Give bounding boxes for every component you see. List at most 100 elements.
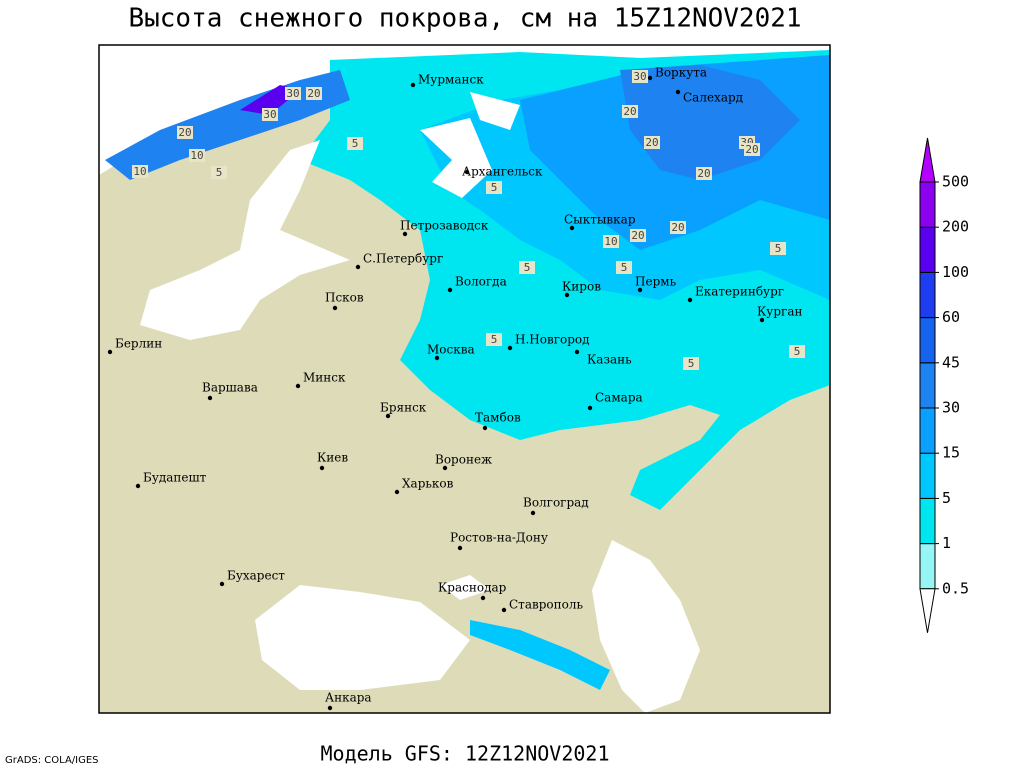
city-label: Бухарест bbox=[227, 569, 285, 583]
contour-label-bg bbox=[696, 167, 712, 180]
city-label: Будапешт bbox=[143, 471, 207, 485]
contour-label-bg bbox=[622, 105, 638, 118]
colorbar-box bbox=[919, 271, 936, 319]
city-dot bbox=[647, 75, 653, 81]
colorbar-label: 60 bbox=[942, 308, 960, 326]
city-label: Москва bbox=[427, 343, 475, 357]
city-dot bbox=[587, 405, 593, 411]
bay bbox=[470, 92, 520, 130]
city-label: Екатеринбург bbox=[695, 285, 784, 299]
contour-label-bg bbox=[670, 221, 686, 234]
contour-label: 20 bbox=[307, 87, 320, 100]
contour-label-bg bbox=[347, 137, 363, 150]
colorbar-label: 5 bbox=[942, 489, 951, 507]
city-label: Брянск bbox=[380, 401, 427, 415]
contour-label-bg bbox=[744, 143, 760, 156]
city-label: Самара bbox=[595, 391, 643, 405]
colorbar-box bbox=[919, 226, 936, 273]
contour-label-bg bbox=[519, 261, 535, 274]
city-dot bbox=[219, 581, 225, 587]
city-label: Волгоград bbox=[523, 496, 589, 510]
city-label: Пермь bbox=[635, 275, 677, 289]
model-label: Модель GFS: 12Z12NOV2021 bbox=[321, 742, 610, 766]
city-dot bbox=[530, 510, 536, 516]
colorbar-bottom bbox=[919, 588, 936, 633]
city-label: Ставрополь bbox=[509, 598, 583, 612]
contour-label: 20 bbox=[645, 136, 658, 149]
contour-label-bg bbox=[630, 229, 646, 242]
city-dot bbox=[207, 395, 213, 401]
city-label: Тамбов bbox=[475, 411, 521, 425]
contour-label-bg bbox=[644, 136, 660, 149]
contour-label-bg bbox=[177, 126, 193, 139]
city-dot bbox=[564, 292, 570, 298]
city-label: Киев bbox=[317, 451, 348, 465]
city-label: Воронеж bbox=[435, 453, 492, 467]
white-sea bbox=[420, 118, 492, 198]
contour-label: 5 bbox=[794, 345, 801, 358]
contour-label-bg bbox=[211, 166, 227, 179]
city-label: Вологда bbox=[455, 275, 507, 289]
contour-label-bg bbox=[789, 345, 805, 358]
city-dot bbox=[447, 287, 453, 293]
city-label: Петрозаводск bbox=[400, 219, 489, 233]
black-sea bbox=[255, 585, 470, 690]
contour-label-bg bbox=[486, 181, 502, 194]
colorbar-label: 45 bbox=[942, 353, 960, 371]
contour-label: 20 bbox=[178, 126, 191, 139]
city-dot bbox=[410, 82, 416, 88]
city-dot bbox=[501, 607, 507, 613]
city-dot bbox=[759, 317, 765, 323]
city-dot bbox=[480, 595, 486, 601]
contour-label: 5 bbox=[621, 261, 628, 274]
city-dot bbox=[482, 425, 488, 431]
colorbar-label: 15 bbox=[942, 444, 960, 462]
city-label: Минск bbox=[303, 371, 346, 385]
city-dot bbox=[107, 349, 113, 355]
contour-label: 10 bbox=[133, 165, 146, 178]
contour-label: 5 bbox=[216, 166, 223, 179]
city-label: Харьков bbox=[402, 477, 454, 491]
city-label: Курган bbox=[757, 305, 802, 319]
city-label: Берлин bbox=[115, 337, 162, 351]
colorbar-label: 0.5 bbox=[942, 579, 969, 597]
city-label: Салехард bbox=[683, 91, 743, 105]
contour-label: 30 bbox=[286, 87, 299, 100]
contour-label-bg bbox=[603, 235, 619, 248]
city-label: Н.Новгород bbox=[515, 333, 590, 347]
contour-label-bg bbox=[262, 108, 278, 121]
city-dot bbox=[675, 89, 681, 95]
contour-label-bg bbox=[189, 149, 205, 162]
colorbar-label: 30 bbox=[942, 399, 960, 417]
title: Высота снежного покрова, см на 15Z12NOV2… bbox=[128, 4, 801, 34]
city-dot bbox=[569, 225, 575, 231]
colorbar-box bbox=[919, 452, 936, 499]
contour-label: 30 bbox=[633, 70, 646, 83]
city-dot bbox=[327, 705, 333, 711]
colorbar-box bbox=[919, 407, 936, 454]
city-dot bbox=[457, 545, 463, 551]
contour-label: 5 bbox=[524, 261, 531, 274]
snow-caucasus bbox=[470, 620, 610, 690]
colorbar-label: 500 bbox=[942, 173, 969, 191]
contour-label: 10 bbox=[190, 149, 203, 162]
city-label: Казань bbox=[587, 353, 632, 367]
credit: GrADS: COLA/IGES bbox=[5, 755, 99, 766]
city-label: Киров bbox=[562, 280, 601, 294]
contour-label-bg bbox=[486, 333, 502, 346]
contour-label-bg bbox=[770, 242, 786, 255]
city-dot bbox=[295, 383, 301, 389]
colorbar-box bbox=[919, 317, 936, 364]
colorbar-box bbox=[919, 181, 936, 228]
city-dot bbox=[442, 465, 448, 471]
city-dot bbox=[574, 349, 580, 355]
city-label: Воркута bbox=[655, 66, 707, 80]
city-label: С.Петербург bbox=[363, 252, 443, 266]
contour-label-bg bbox=[285, 87, 301, 100]
city-label: Варшава bbox=[202, 381, 258, 395]
colorbar-label: 1 bbox=[942, 534, 951, 552]
city-dot bbox=[394, 489, 400, 495]
city-dot bbox=[464, 169, 470, 175]
contour-label-bg bbox=[306, 87, 322, 100]
